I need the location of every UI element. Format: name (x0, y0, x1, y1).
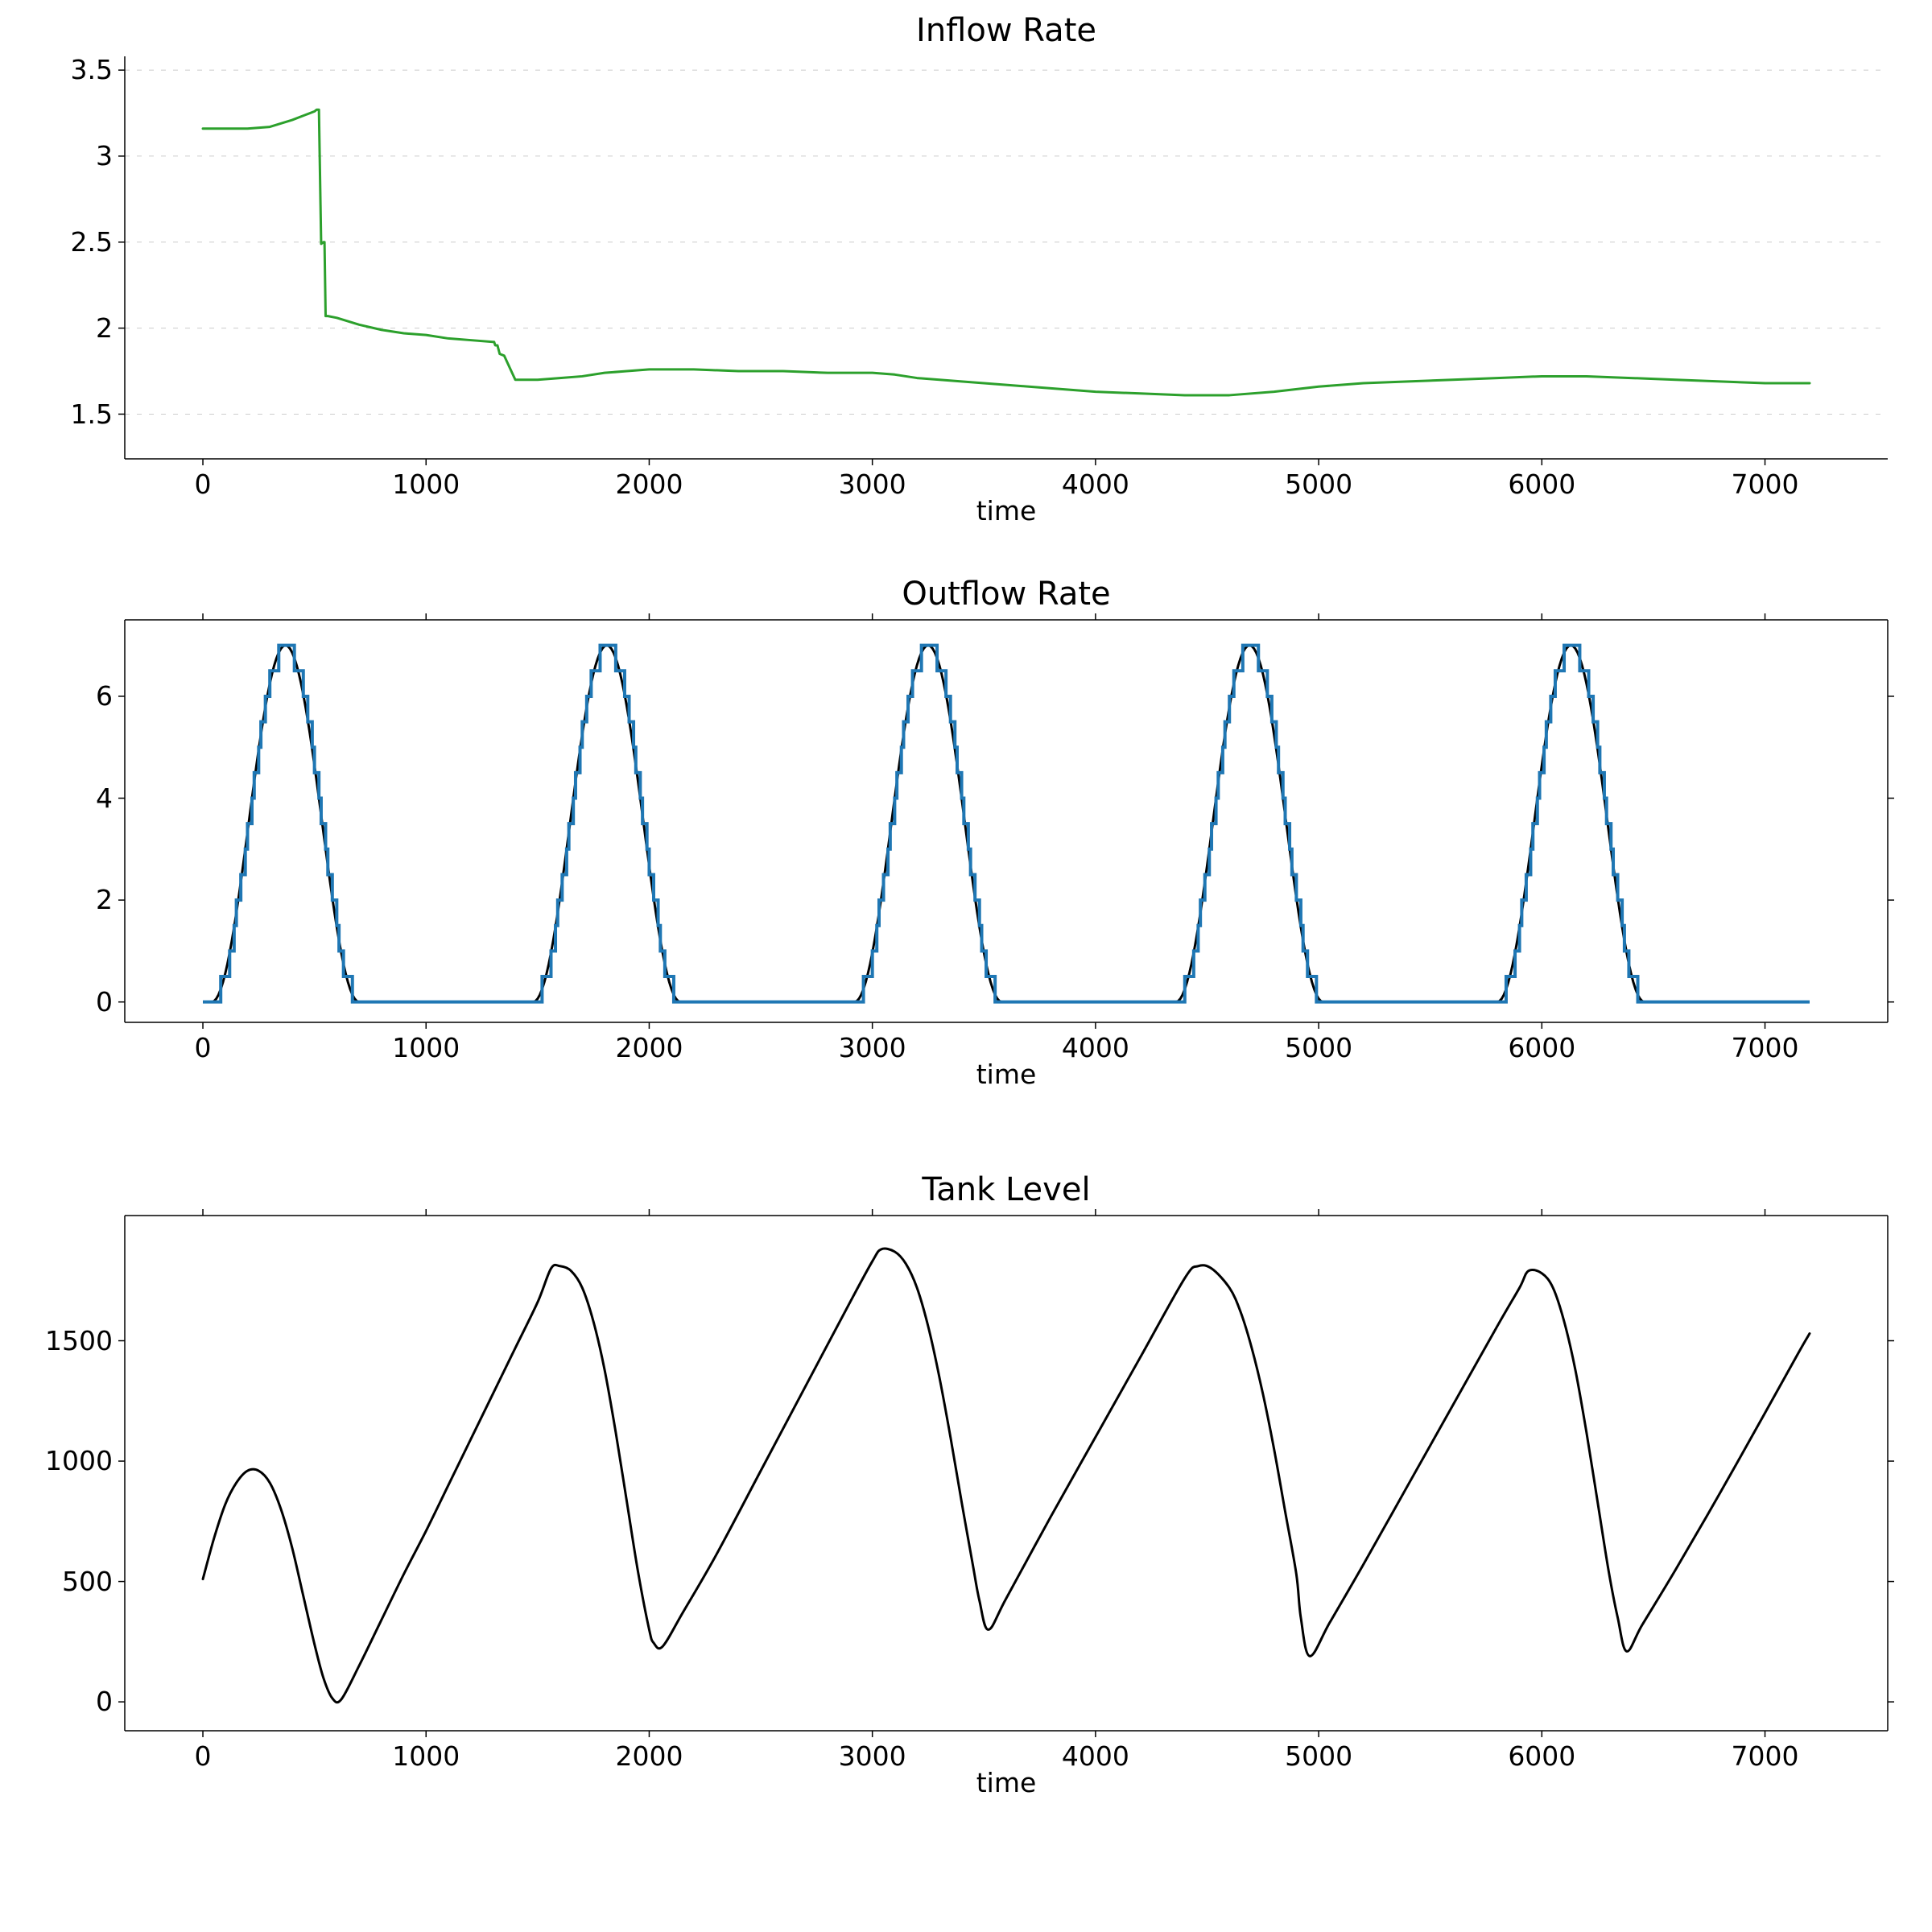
inflow-subplot: Inflow Rate 0100020003000400050006000700… (125, 56, 1888, 459)
outflow-title: Outflow Rate (125, 576, 1888, 613)
ytick-label: 3.5 (71, 54, 113, 85)
ytick-label: 2 (96, 884, 113, 915)
ytick-label: 1000 (45, 1445, 113, 1476)
ytick-label: 0 (96, 986, 113, 1018)
ytick-label: 1.5 (71, 398, 113, 430)
figure: Inflow Rate 0100020003000400050006000700… (0, 0, 1932, 1932)
tank-title: Tank Level (125, 1171, 1888, 1208)
tank-plot-area (125, 1216, 1888, 1731)
ytick-label: 0 (96, 1686, 113, 1717)
ytick-label: 3 (96, 140, 113, 171)
outflow-xlabel: time (125, 1059, 1888, 1090)
inflow-xlabel: time (125, 495, 1888, 526)
tank-subplot: Tank Level 01000200030004000500060007000… (125, 1216, 1888, 1731)
outflow-plot-area (125, 620, 1888, 1022)
inflow-title: Inflow Rate (125, 12, 1888, 49)
tank-xlabel: time (125, 1767, 1888, 1798)
ytick-label: 500 (62, 1566, 113, 1597)
ytick-label: 2.5 (71, 226, 113, 258)
outflow-subplot: Outflow Rate 010002000300040005000600070… (125, 620, 1888, 1022)
ytick-label: 1500 (45, 1325, 113, 1356)
inflow-plot-area (125, 56, 1888, 459)
ytick-label: 2 (96, 312, 113, 344)
ytick-label: 4 (96, 782, 113, 814)
ytick-label: 6 (96, 680, 113, 712)
